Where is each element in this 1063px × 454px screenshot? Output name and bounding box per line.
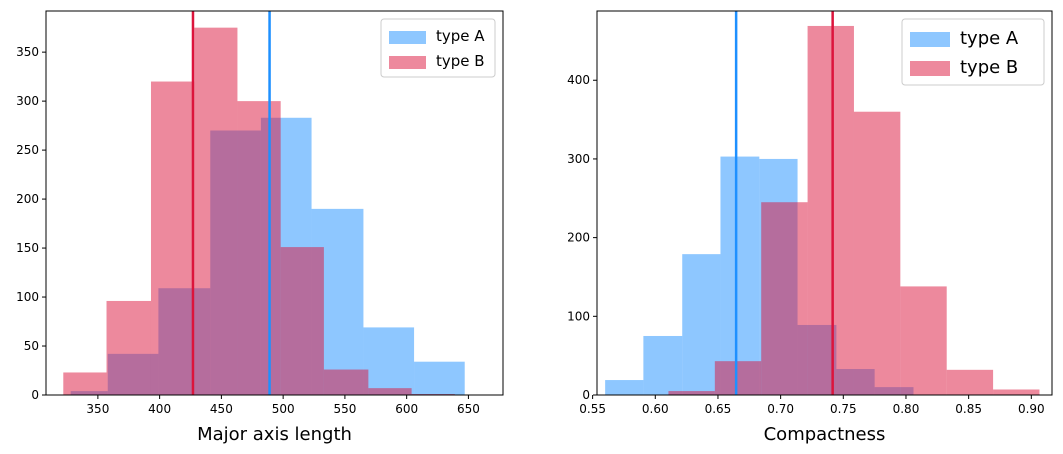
x-tick-label: 0.85	[955, 402, 982, 416]
x-tick-label: 0.70	[767, 402, 794, 416]
y-tick-label: 100	[16, 290, 39, 304]
legend-swatch	[910, 32, 950, 47]
x-tick-label: 400	[148, 402, 171, 416]
axes-frame	[45, 10, 504, 396]
y-tick-label: 300	[567, 152, 590, 166]
bar	[363, 327, 415, 395]
bar	[194, 27, 238, 395]
legend-swatch	[389, 31, 426, 44]
bar	[605, 380, 644, 395]
legend: type A type B	[901, 18, 1045, 86]
bar	[280, 247, 324, 395]
legend-swatch	[910, 61, 950, 76]
y-tick-label: 100	[567, 309, 590, 323]
legend-label: type A	[960, 28, 1019, 49]
x-axis-title: Compactness	[764, 424, 886, 445]
bar	[682, 254, 721, 395]
x-tick-label: 0.75	[830, 402, 857, 416]
bar	[807, 25, 854, 396]
x-tick-label: 0.80	[893, 402, 920, 416]
histogram-panel-major-axis-length: 350 400 450 500 550 600 650 0 50 100 150 200 250 300 3…	[16, 10, 504, 445]
histogram-panel-compactness: 0.55 0.60 0.65 0.70 0.75 0.80 0.85 0.90 0 100 200 3…	[567, 10, 1053, 445]
y-tick-label: 300	[16, 94, 39, 108]
bar	[761, 202, 808, 395]
y-tick-label: 150	[16, 241, 39, 255]
y-tick-label: 250	[16, 143, 39, 157]
series-type-b	[668, 25, 1040, 396]
bar	[237, 101, 281, 396]
y-tick-label: 200	[16, 192, 39, 206]
x-tick-label: 350	[86, 402, 109, 416]
y-tick-label: 400	[567, 73, 590, 87]
bar	[63, 372, 107, 395]
x-tick-label: 0.90	[1018, 402, 1045, 416]
bar	[946, 369, 994, 395]
y-tick-label: 50	[24, 339, 39, 353]
bar	[853, 111, 901, 395]
bar	[323, 369, 369, 395]
bar	[993, 389, 1040, 395]
series-type-b	[63, 27, 455, 396]
legend-swatch	[389, 56, 426, 69]
bar	[643, 335, 683, 395]
legend: type A type B	[380, 18, 496, 78]
y-tick-label: 200	[567, 231, 590, 245]
bar	[714, 361, 762, 395]
bar	[414, 361, 465, 395]
x-tick-label: 0.60	[642, 402, 669, 416]
axes-frame	[596, 10, 1053, 396]
x-tick-label: 500	[272, 402, 295, 416]
legend-label: type B	[960, 57, 1018, 78]
bar	[150, 81, 195, 395]
legend-label: type B	[436, 52, 485, 70]
bar	[668, 391, 715, 395]
y-tick-label: 0	[31, 388, 39, 402]
bar	[720, 156, 760, 395]
bar	[106, 300, 151, 395]
bar	[900, 286, 947, 395]
x-tick-label: 0.55	[579, 402, 606, 416]
x-tick-label: 450	[210, 402, 233, 416]
x-tick-label: 650	[457, 402, 480, 416]
x-axis-title: Major axis length	[197, 424, 352, 445]
x-tick-label: 0.65	[705, 402, 732, 416]
x-tick-label: 550	[333, 402, 356, 416]
x-tick-label: 600	[395, 402, 418, 416]
legend-label: type A	[436, 27, 485, 45]
y-tick-label: 350	[16, 45, 39, 59]
y-tick-label: 0	[582, 388, 590, 402]
bar	[368, 388, 412, 395]
